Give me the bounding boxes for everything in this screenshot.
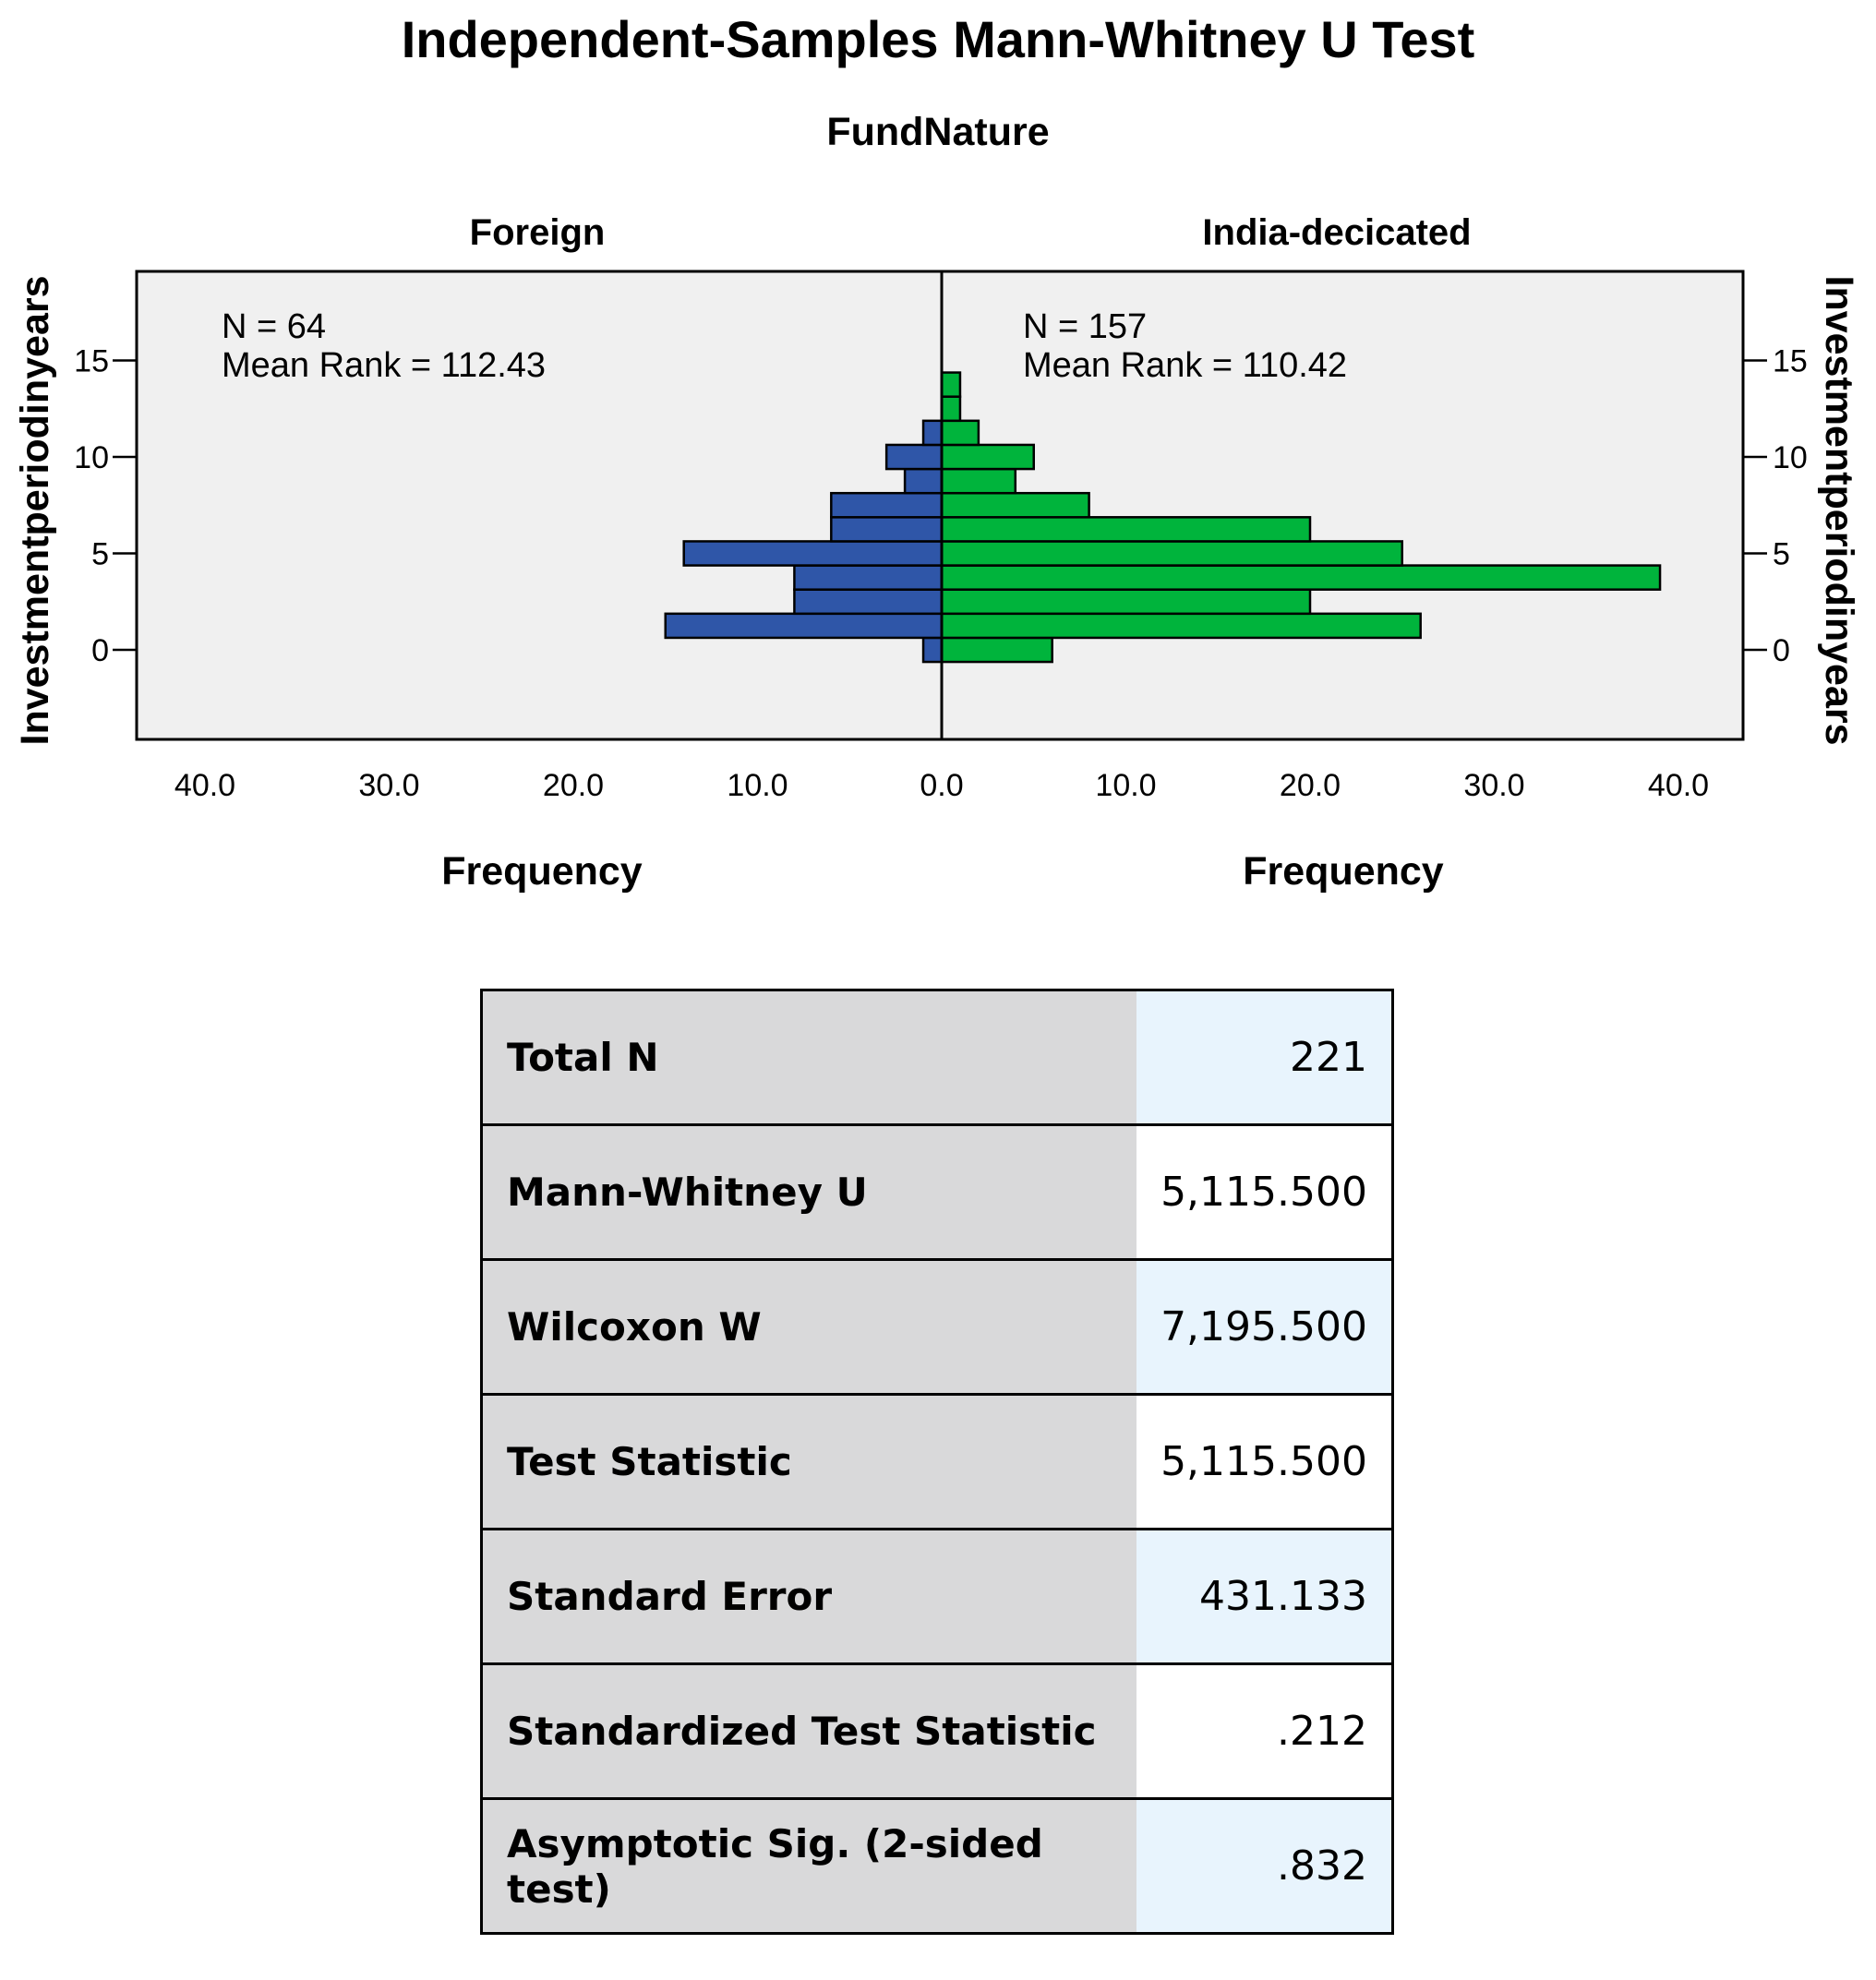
stats-label: Asymptotic Sig. (2-sided test) [480, 1797, 1137, 1935]
india-bar [940, 371, 962, 398]
y-tick-label-right: 0 [1773, 633, 1790, 668]
stats-row: Standard Error 431.133 [480, 1528, 1395, 1665]
foreign-bar [830, 516, 944, 543]
left-mean-rank-label: Mean Rank = 112.43 [222, 346, 546, 385]
india-bar [940, 540, 1403, 567]
stats-value: .212 [1136, 1662, 1395, 1800]
stats-value: 221 [1136, 989, 1395, 1126]
chart-title: Independent-Samples Mann-Whitney U Test [402, 10, 1475, 68]
stats-value: 5,115.500 [1136, 1123, 1395, 1261]
stats-row: Asymptotic Sig. (2-sided test) .832 [480, 1797, 1395, 1935]
india-bar [940, 443, 1035, 471]
y-tick-label-right: 15 [1773, 344, 1808, 379]
x-tick-label-right: 20.0 [1280, 768, 1341, 803]
ticks-layer [113, 359, 1767, 652]
x-tick-label-right: 30.0 [1463, 768, 1524, 803]
y-tick-label-right: 5 [1773, 537, 1790, 572]
foreign-bar [884, 443, 944, 471]
foreign-bar [793, 564, 944, 591]
stats-row: Standardized Test Statistic .212 [480, 1662, 1395, 1800]
y-axis-title-right: Investmentperiodinyears [1817, 275, 1861, 745]
foreign-bar [830, 491, 944, 519]
x-axis-title-left: Frequency [441, 849, 643, 894]
stats-row: Total N 221 [480, 989, 1395, 1126]
mann-whitney-chart: Independent-Samples Mann-Whitney U Test … [13, 10, 1861, 894]
india-bar [940, 395, 962, 423]
left-n-label: N = 64 [222, 307, 326, 346]
stats-value: 7,195.500 [1136, 1258, 1395, 1396]
stats-label: Total N [480, 989, 1137, 1126]
foreign-bar [682, 540, 944, 567]
stats-value: 5,115.500 [1136, 1393, 1395, 1530]
y-axis-title-left: Investmentperiodinyears [13, 275, 57, 745]
stats-value: 431.133 [1136, 1528, 1395, 1665]
y-tick-label-left: 15 [74, 344, 109, 379]
left-panel-header: Foreign [470, 212, 606, 253]
x-axis-title-right: Frequency [1243, 849, 1444, 894]
stats-label: Wilcoxon W [480, 1258, 1137, 1396]
y-tick-label-left: 0 [91, 633, 109, 668]
x-tick-label-left: 0.0 [920, 768, 963, 803]
stats-row: Mann-Whitney U 5,115.500 [480, 1123, 1395, 1261]
x-tick-label-left: 10.0 [727, 768, 788, 803]
india-bar [940, 419, 980, 447]
stats-label: Standard Error [480, 1528, 1137, 1665]
x-tick-label-right: 40.0 [1648, 768, 1709, 803]
stats-label: Test Statistic [480, 1393, 1137, 1530]
x-tick-label-left: 30.0 [358, 768, 419, 803]
india-bar [940, 467, 1017, 495]
foreign-bar [793, 588, 944, 616]
foreign-bar [921, 419, 944, 447]
stats-value: .832 [1136, 1797, 1395, 1935]
y-tick-label-right: 10 [1773, 440, 1808, 475]
bars-layer [664, 371, 1662, 664]
right-panel-header: India-decicated [1202, 212, 1471, 253]
india-bar [940, 588, 1312, 616]
stats-label: Mann-Whitney U [480, 1123, 1137, 1261]
stats-row: Test Statistic 5,115.500 [480, 1393, 1395, 1530]
right-n-label: N = 157 [1023, 307, 1147, 346]
y-tick-label-left: 5 [91, 537, 109, 572]
stats-table: Total N 221 Mann-Whitney U 5,115.500 Wilcoxo… [480, 989, 1395, 1935]
right-mean-rank-label: Mean Rank = 110.42 [1023, 346, 1347, 385]
stats-label: Standardized Test Statistic [480, 1662, 1137, 1800]
india-bar [940, 516, 1312, 543]
foreign-bar [921, 636, 944, 664]
india-bar [940, 636, 1053, 664]
stats-row: Wilcoxon W 7,195.500 [480, 1258, 1395, 1396]
india-bar [940, 612, 1422, 640]
foreign-bar [903, 467, 944, 495]
india-bar [940, 491, 1090, 519]
foreign-bar [664, 612, 944, 640]
x-tick-label-left: 40.0 [174, 768, 235, 803]
x-tick-label-right: 10.0 [1095, 768, 1156, 803]
x-tick-label-left: 20.0 [543, 768, 604, 803]
india-bar [940, 564, 1662, 591]
y-tick-label-left: 10 [74, 440, 109, 475]
group-variable-label: FundNature [826, 110, 1049, 154]
